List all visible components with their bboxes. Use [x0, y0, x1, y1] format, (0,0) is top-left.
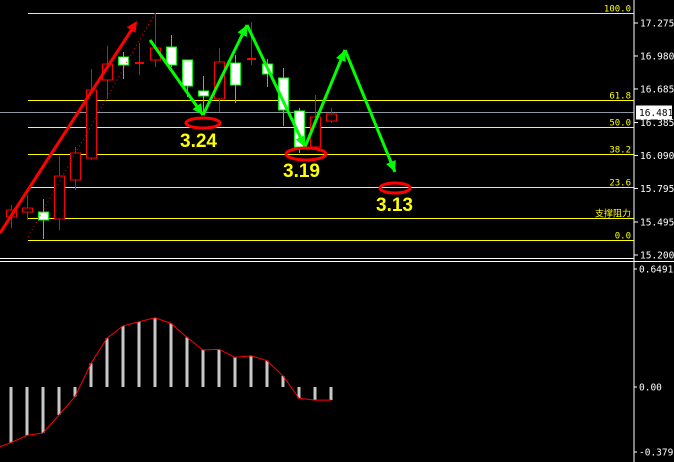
- green-zigzag-segment: [343, 49, 397, 173]
- red-ellipse-marker: [284, 146, 328, 162]
- candle-body: [118, 56, 129, 66]
- candle: [230, 54, 241, 104]
- candle-body: [86, 89, 97, 159]
- macd-bar: [25, 387, 29, 436]
- green-zigzag-segment: [201, 24, 249, 116]
- macd-bar: [281, 375, 285, 387]
- candle: [118, 51, 129, 80]
- candle-body: [166, 46, 177, 66]
- annotation-3-24: 3.24: [180, 131, 217, 152]
- fib-label: 38.2: [609, 146, 631, 156]
- macd-bar: [249, 355, 253, 387]
- candle: [22, 195, 33, 220]
- candle-body: [182, 59, 193, 87]
- price-tick-label: 17.275: [640, 19, 674, 30]
- green-zigzag-segment: [303, 49, 347, 148]
- candle-body: [70, 152, 81, 181]
- fib-label: 0.0: [615, 232, 631, 242]
- fib-label: 23.6: [609, 179, 631, 189]
- red-ellipse-marker: [184, 116, 222, 130]
- candle-body: [54, 175, 65, 220]
- macd-tick-label: 0.6491: [639, 265, 674, 276]
- candle-body: [230, 62, 241, 86]
- annotation-3-19: 3.19: [283, 161, 320, 182]
- fib-label: 支撑阻力: [595, 208, 631, 220]
- candle: [166, 34, 177, 68]
- price-tick-label: 16.090: [640, 151, 674, 162]
- green-arrow-head: [386, 160, 396, 172]
- current-price-label: 16.481: [639, 108, 674, 119]
- candle: [198, 75, 209, 116]
- candle-body: [326, 113, 337, 122]
- macd-bar: [153, 317, 157, 387]
- fib-label: 50.0: [609, 119, 631, 129]
- price-tick-label: 16.980: [640, 51, 674, 62]
- macd-bar: [233, 357, 237, 387]
- macd-bar: [105, 338, 109, 387]
- macd-bar: [9, 387, 13, 443]
- annotation-3-13: 3.13: [376, 195, 413, 216]
- price-tick-label: 16.385: [640, 118, 674, 129]
- macd-bar: [137, 321, 141, 387]
- candle: [326, 107, 337, 124]
- price-tick-label: 15.200: [640, 250, 674, 261]
- candle: [38, 198, 49, 239]
- macd-bar: [121, 325, 125, 387]
- macd-bar: [57, 387, 61, 415]
- macd-bar: [89, 363, 93, 387]
- green-zigzag-segment: [148, 39, 205, 116]
- macd-bar: [185, 337, 189, 387]
- red-arrow-head: [126, 21, 137, 33]
- green-arrow-head: [295, 135, 306, 147]
- red-ellipse-marker: [378, 181, 412, 195]
- red-uptrend-arrow: [0, 25, 136, 234]
- green-arrow-head: [237, 25, 247, 37]
- macd-bar: [217, 349, 221, 387]
- macd-bar: [329, 387, 333, 401]
- macd-bar: [169, 323, 173, 387]
- candle: [247, 21, 256, 66]
- price-tick-label: 15.795: [640, 184, 674, 195]
- macd-signal-line: [0, 317, 331, 448]
- macd-bar: [297, 387, 301, 399]
- macd-bar: [201, 349, 205, 387]
- candle: [135, 43, 144, 75]
- macd-bar: [73, 387, 77, 397]
- candle: [54, 156, 65, 231]
- macd-bar: [41, 387, 45, 433]
- macd-tick-label: -0.3796: [639, 448, 674, 459]
- fib-label: 100.0: [604, 5, 631, 15]
- macd-bar: [265, 360, 269, 387]
- green-zigzag-segment: [245, 24, 307, 148]
- current-price-badge: [636, 105, 672, 120]
- candle-body: [22, 207, 33, 213]
- candle-body: [38, 211, 49, 221]
- macd-bar: [313, 387, 317, 401]
- green-arrow-head: [336, 50, 346, 62]
- price-tick-label: 15.495: [640, 218, 674, 229]
- candle: [150, 13, 161, 68]
- candle-body: [198, 90, 209, 97]
- macd-tick-label: 0.00: [639, 383, 662, 394]
- price-tick-label: 16.685: [640, 84, 674, 95]
- red-dotted-trendline: [27, 12, 156, 238]
- fib-label: 61.8: [609, 92, 631, 102]
- candle: [86, 68, 97, 160]
- green-arrow-head: [192, 103, 203, 115]
